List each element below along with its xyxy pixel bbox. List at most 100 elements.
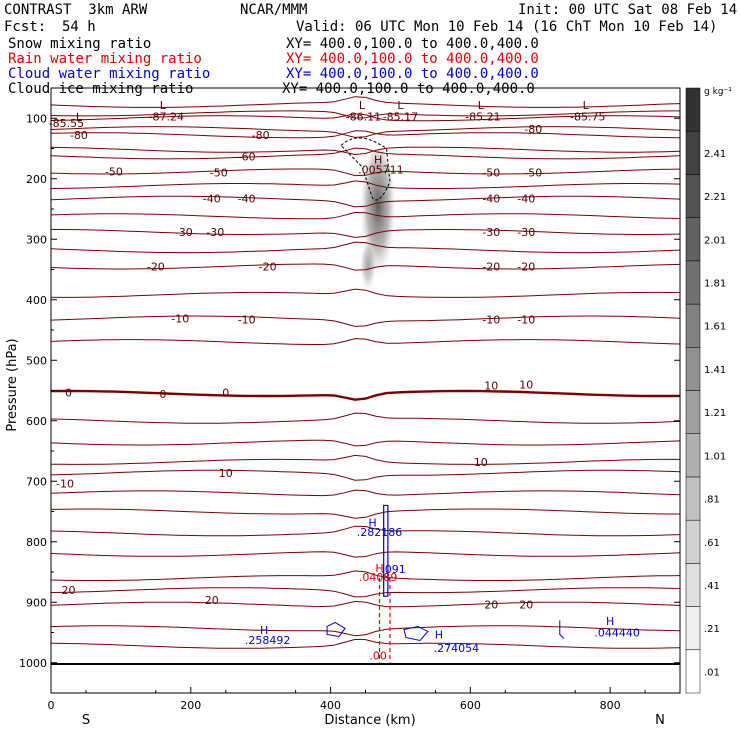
- x-tick-label: 200: [180, 699, 201, 712]
- contour-labels: -80 -80 -80-60-50 -50 -50 -50-40 -40 -40 -40-30-…: [49, 99, 640, 663]
- x-left-endpoint: S: [82, 713, 90, 728]
- isotherm-label: 10: [484, 380, 498, 393]
- isotherm-label: -10: [171, 313, 189, 326]
- extremum-marker: H: [374, 153, 382, 166]
- isotherm-line: [50, 130, 681, 139]
- hydrometeor-features: [326, 137, 565, 663]
- x-tick-label: 400: [320, 699, 341, 712]
- isotherm-line: [50, 195, 681, 208]
- extremum-marker: H: [606, 615, 614, 628]
- isotherm-label: 10: [219, 467, 233, 480]
- isotherm-line: [50, 389, 681, 401]
- extremum-marker: L: [359, 99, 366, 112]
- colorbar-swatch: [685, 130, 701, 175]
- isotherm-label: -30: [206, 226, 224, 239]
- isotherm-line: [50, 241, 681, 254]
- isotherm-line: [50, 625, 681, 637]
- y-tick-label: 400: [26, 294, 47, 307]
- isotherm-line: [51, 288, 681, 298]
- colorbar-label: .21: [704, 624, 720, 635]
- extremum-marker: L: [478, 99, 485, 112]
- colorbar-label: 1.61: [704, 322, 726, 333]
- y-tick-label: 100: [26, 112, 47, 125]
- isotherm-line: [50, 600, 681, 608]
- isotherm-line: [50, 638, 681, 649]
- extremum-value: .258492: [245, 634, 291, 647]
- y-tick-label: 1000: [19, 657, 47, 670]
- isotherm-label: 20: [205, 594, 219, 607]
- field-snow-label: Snow mixing ratio: [8, 36, 152, 52]
- extremum-value: .044440: [594, 627, 640, 640]
- extremum-value: -85.17: [383, 110, 418, 123]
- isotherm-label: -30: [175, 226, 193, 239]
- snow-tail: [360, 245, 376, 295]
- isotherm-label: 20: [61, 584, 75, 597]
- isotherm-line: [50, 146, 681, 156]
- colorbar-swatch: [685, 174, 701, 218]
- isotherm-label: -50: [482, 167, 500, 180]
- extremum-value: -87.24: [149, 110, 184, 123]
- isotherm-line: [50, 315, 681, 327]
- isotherm-label: -40: [203, 193, 221, 206]
- colorbar-swatch: [685, 260, 701, 305]
- feature-label: .00: [369, 649, 387, 662]
- colorbar-swatch: [685, 563, 701, 607]
- isotherm-label: -50: [105, 165, 123, 178]
- colorbar-swatch: [685, 476, 701, 521]
- colorbar-swatch: [685, 390, 701, 434]
- y-tick-label: 600: [26, 415, 47, 428]
- x-tick-label: 0: [48, 699, 55, 712]
- isotherm-line: [50, 412, 681, 424]
- isotherm-label: 0: [222, 386, 229, 399]
- isotherm-label: -10: [56, 478, 74, 491]
- feature-label: .091: [381, 563, 406, 576]
- extremum-value: .005711: [358, 164, 404, 177]
- cloud-water-blob-right: [403, 625, 429, 642]
- cloud-water-blob-left: [326, 621, 346, 637]
- field-rain-label: Rain water mixing ratio: [8, 51, 202, 67]
- cloud-water-column: [383, 504, 389, 597]
- fcst-value: 54 h: [62, 19, 96, 35]
- isotherm-label: -30: [517, 226, 535, 239]
- extremum-marker: L: [397, 99, 404, 112]
- isotherm-label: -80: [524, 123, 542, 136]
- isotherm-label: 0: [159, 388, 166, 401]
- isotherm-line: [50, 168, 681, 177]
- colorbar-swatch: [685, 606, 701, 651]
- extremum-value: -85.55: [49, 117, 84, 130]
- y-tick-label: 900: [26, 596, 47, 609]
- isotherm-line: [50, 551, 681, 558]
- colorbar: .01 .21 .41 .61 .81 1.01 1.21 1.41 1.61 1.81 2.01 2…: [685, 87, 732, 694]
- colorbar-swatch: [685, 649, 701, 694]
- isotherm-line: [50, 469, 681, 481]
- colorbar-label: 1.81: [704, 278, 726, 289]
- isotherm-line: [50, 454, 680, 465]
- y-tick-label: 500: [26, 354, 47, 367]
- isotherm-label: 20: [484, 599, 498, 612]
- isotherm-label: -60: [238, 150, 256, 163]
- isotherm-label: -80: [70, 129, 88, 142]
- org-label: NCAR/MMM: [240, 2, 308, 18]
- colorbar-label: 2.21: [704, 192, 726, 203]
- colorbar-swatch: [685, 347, 701, 391]
- y-tick-label: 700: [26, 475, 47, 488]
- extremum-marker: H: [260, 624, 268, 637]
- isotherm-label: -20: [147, 260, 165, 273]
- isotherm-line: [51, 229, 681, 238]
- isotherm-line: [50, 113, 681, 122]
- isotherm-line: [50, 587, 681, 598]
- isotherm-line: [50, 489, 681, 497]
- colorbar-units: g kg⁻¹: [704, 87, 732, 97]
- isotherm-label: -10: [517, 314, 535, 327]
- y-tick-label: 200: [26, 173, 47, 186]
- isotherm-line: [50, 126, 681, 138]
- cloud-water-blob-far: [559, 620, 565, 639]
- chart-title: CONTRAST 3km ARW: [4, 2, 148, 18]
- isotherm-line: [50, 263, 681, 271]
- extremum-marker: L: [160, 99, 167, 112]
- colorbar-swatch: [685, 519, 701, 564]
- isotherm-label: -30: [482, 226, 500, 239]
- isotherm-line: [50, 96, 681, 108]
- extremum-marker: H: [368, 516, 376, 529]
